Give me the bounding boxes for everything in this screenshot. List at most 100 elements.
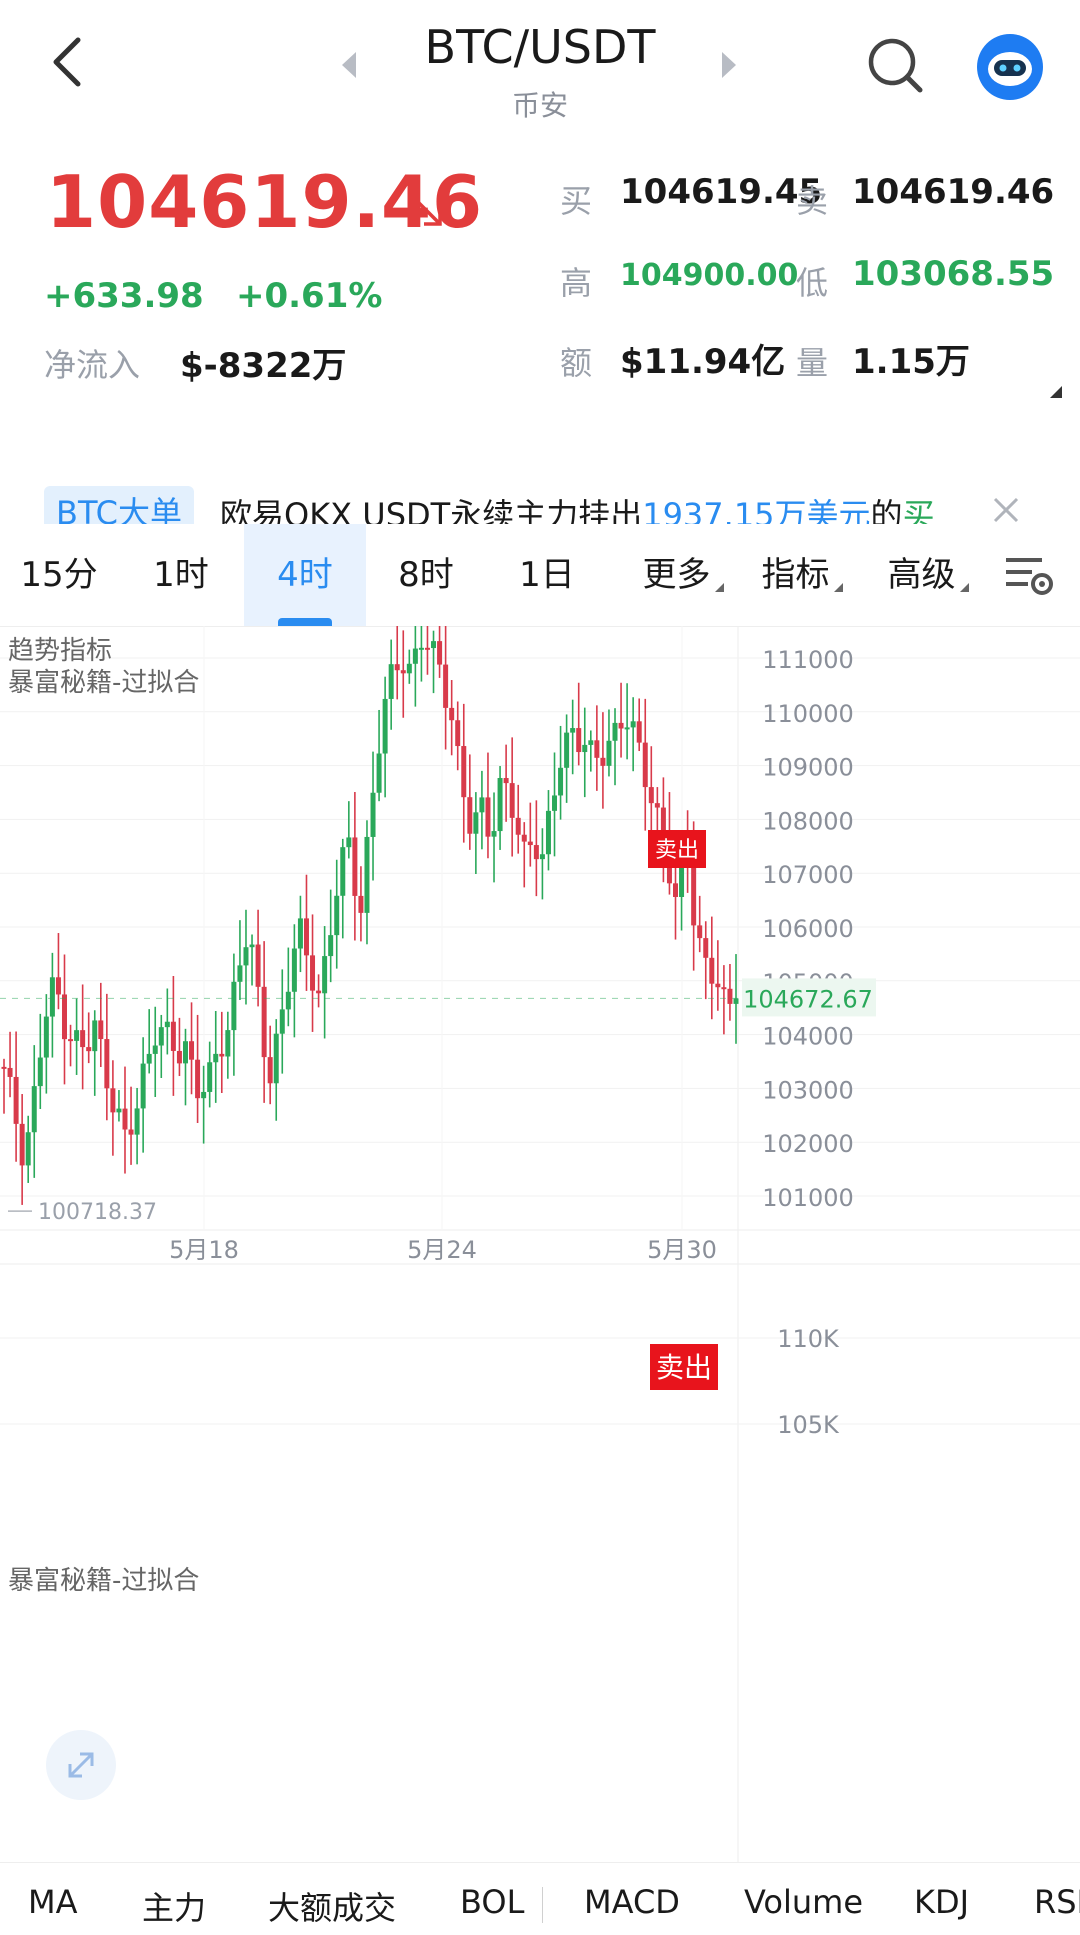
candle-body (449, 707, 455, 721)
candle-body (509, 783, 515, 818)
btab-volume[interactable]: Volume (744, 1883, 864, 1921)
candle-body (588, 740, 594, 745)
candle-body (558, 767, 564, 796)
candle-body (25, 1132, 31, 1166)
y-tick-label: 106000 (762, 915, 854, 943)
next-pair-icon[interactable] (722, 52, 736, 78)
bid-label: 买 (560, 182, 593, 220)
banner-tag[interactable]: BTC大单 (44, 486, 194, 524)
candle-body (152, 1045, 158, 1054)
expand-icon (68, 1752, 94, 1778)
prev-pair-icon[interactable] (342, 52, 356, 78)
price-axis: 1110001100001090001080001070001060001050… (0, 646, 876, 1439)
tab-1d[interactable]: 1日 (519, 555, 575, 595)
candle-body (104, 1039, 110, 1089)
tab-8h[interactable]: 8时 (398, 555, 454, 595)
candle-body (388, 664, 394, 699)
candle-body (600, 757, 606, 766)
btab-large-trades[interactable]: 大额成交 (268, 1889, 397, 1927)
candle-body (533, 845, 539, 860)
indicator-name: 暴富秘籍-过拟合 (8, 668, 200, 698)
candle-body (461, 746, 467, 798)
candle-body (479, 797, 485, 813)
candle-body (394, 664, 400, 671)
candle-body (267, 1057, 273, 1084)
candle-body (255, 944, 261, 987)
candle-body (195, 1059, 201, 1099)
y-tick-label: 110000 (762, 700, 854, 728)
candle-body (630, 721, 636, 728)
candle-body (249, 944, 255, 948)
tab-separator (542, 1887, 543, 1923)
banner-text-tail: 买 (902, 496, 935, 524)
candle-body (261, 986, 267, 1058)
back-arrow-icon[interactable] (48, 34, 88, 90)
candle-body (340, 847, 346, 896)
fullscreen-button[interactable] (46, 1730, 116, 1800)
candle-body (43, 1016, 49, 1058)
ask-label: 卖 (796, 182, 829, 220)
candle-body (431, 641, 437, 649)
low-value: 103068.55 (852, 254, 1055, 294)
volume-value: 1.15万 (852, 342, 970, 382)
tab-4h[interactable]: 4时 (244, 524, 366, 626)
btab-bol[interactable]: BOL (460, 1883, 525, 1921)
candle-body (158, 1027, 164, 1046)
candle-body (297, 918, 303, 949)
chart-settings-icon[interactable] (1002, 552, 1058, 600)
candle-body (733, 998, 739, 1004)
candle-body (364, 836, 370, 913)
dropdown-caret-icon (714, 583, 724, 592)
candle-body (80, 1030, 86, 1048)
sub-indicator-name: 暴富秘籍-过拟合 (8, 1566, 200, 1596)
tab-15m[interactable]: 15分 (20, 555, 98, 595)
btab-kdj[interactable]: KDJ (914, 1883, 970, 1921)
news-banner[interactable]: BTC大单 欧易OKX USDT永续主力挂出1937.15万美元的买 (0, 404, 1080, 524)
candle-body (715, 983, 721, 988)
candle-body (606, 740, 612, 766)
candle-body (213, 1053, 219, 1063)
candle-body (412, 648, 418, 664)
bottom-indicator-bar: MA 主力 大额成交 BOL MACD Volume KDJ RSI (0, 1862, 1080, 1935)
banner-text[interactable]: 欧易OKX USDT永续主力挂出1937.15万美元的买 (220, 490, 935, 524)
candle-body (243, 947, 249, 966)
tab-indicators[interactable]: 指标 (752, 524, 852, 626)
candle-body (207, 1062, 213, 1092)
tab-more[interactable]: 更多 (628, 524, 738, 626)
tab-advanced[interactable]: 高级 (874, 524, 982, 626)
assistant-robot-icon[interactable] (977, 34, 1043, 100)
dropdown-caret-icon (833, 583, 843, 592)
btab-ma[interactable]: MA (28, 1883, 78, 1921)
bid-value: 104619.45 (620, 172, 823, 212)
search-icon[interactable] (866, 36, 924, 94)
candle-body (612, 722, 618, 741)
last-price: 104619.46 (46, 160, 484, 244)
close-icon[interactable] (992, 496, 1020, 524)
dropdown-caret-icon (959, 583, 969, 592)
btab-macd[interactable]: MACD (584, 1883, 680, 1921)
candle-body (122, 1108, 128, 1130)
sell-signal-label: 卖出 (655, 838, 699, 863)
banner-text-amount: 1937.15万美元 (642, 496, 871, 524)
btab-main-force[interactable]: 主力 (142, 1889, 207, 1927)
candle-body (467, 797, 473, 834)
x-tick-label: 5月18 (169, 1236, 239, 1264)
x-tick-label: 5月24 (407, 1236, 477, 1264)
candle-body (406, 663, 412, 674)
tab-1h[interactable]: 1时 (153, 555, 209, 595)
candle-body (382, 698, 388, 754)
candle-body (110, 1088, 116, 1113)
candle-body (564, 732, 570, 768)
net-inflow-value: $-8322万 (180, 346, 347, 386)
candle-body (225, 1030, 231, 1057)
candle-body (642, 742, 648, 788)
candlestick-chart[interactable]: 1110001100001090001080001070001060001050… (0, 626, 1080, 1862)
sub-y-tick-label: 110K (777, 1325, 840, 1353)
expand-corner-icon[interactable] (1050, 386, 1062, 398)
btab-rsi[interactable]: RSI (1034, 1883, 1080, 1921)
candle-body (624, 727, 630, 730)
active-tab-indicator (278, 618, 332, 626)
candle-body (473, 812, 479, 834)
sell-signal (648, 830, 706, 868)
candle-body (19, 1123, 25, 1166)
